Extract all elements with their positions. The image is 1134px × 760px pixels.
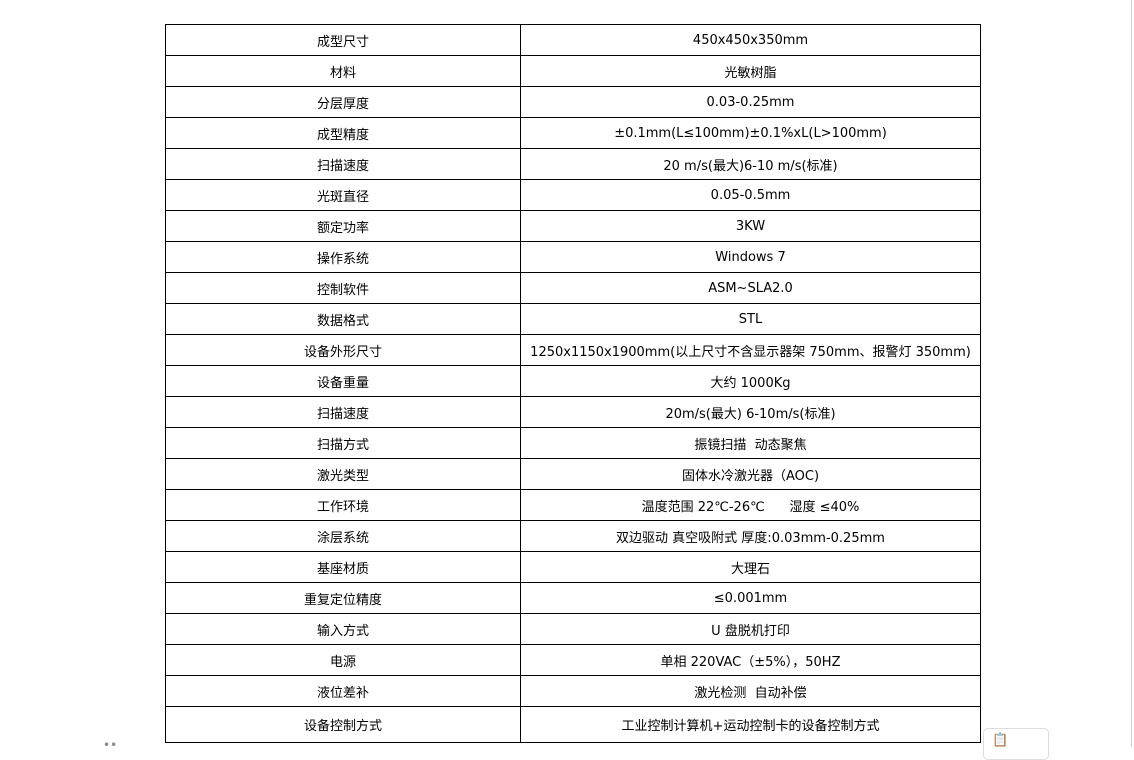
table-row: 激光类型 固体水冷激光器（AOC) [165,458,981,490]
spec-label: 输入方式 [165,613,521,645]
spec-value: 固体水冷激光器（AOC) [520,458,981,490]
table-row: 光斑直径 0.05-0.5mm [165,179,981,211]
table-row: 数据格式 STL [165,303,981,335]
spec-value: U 盘脱机打印 [520,613,981,645]
spec-value: 20 m/s(最大)6-10 m/s(标准) [520,148,981,180]
table-row: 扫描速度 20m/s(最大) 6-10m/s(标准) [165,396,981,428]
spec-value: ±0.1mm(L≤100mm)±0.1%xL(L>100mm) [520,117,981,149]
spec-value: 光敏树脂 [520,55,981,87]
table-row: 设备控制方式 工业控制计算机+运动控制卡的设备控制方式 [165,706,981,743]
table-row: 基座材质 大理石 [165,551,981,583]
spec-label: 控制软件 [165,272,521,304]
spec-label: 工作环境 [165,489,521,521]
spec-value: 温度范围 22℃-26℃ 湿度 ≤40% [520,489,981,521]
spec-label: 光斑直径 [165,179,521,211]
table-row: 输入方式 U 盘脱机打印 [165,613,981,645]
table-row: 控制软件 ASM~SLA2.0 [165,272,981,304]
table-row: 设备重量 大约 1000Kg [165,365,981,397]
spec-label: 基座材质 [165,551,521,583]
spec-value: 20m/s(最大) 6-10m/s(标准) [520,396,981,428]
spec-label: 设备控制方式 [165,706,521,743]
spec-label: 激光类型 [165,458,521,490]
spec-value: 3KW [520,210,981,242]
table-row: 成型尺寸 450x450x350mm [165,24,981,56]
spec-value: ≤0.001mm [520,582,981,614]
spec-value: STL [520,303,981,335]
spec-value: 0.05-0.5mm [520,179,981,211]
table-row: 分层厚度 0.03-0.25mm [165,86,981,118]
spec-value: 工业控制计算机+运动控制卡的设备控制方式 [520,706,981,743]
spec-label: 额定功率 [165,210,521,242]
spec-label: 扫描速度 [165,148,521,180]
clipboard-icon: 📋 [992,733,1009,748]
table-row: 液位差补 激光检测 自动补偿 [165,675,981,707]
table-row: 涂层系统 双边驱动 真空吸附式 厚度:0.03mm-0.25mm [165,520,981,552]
spec-value: 大理石 [520,551,981,583]
spec-label: 数据格式 [165,303,521,335]
spec-value: 双边驱动 真空吸附式 厚度:0.03mm-0.25mm [520,520,981,552]
spec-label: 电源 [165,644,521,676]
spec-value: 450x450x350mm [520,24,981,56]
more-icon: •• [103,738,118,752]
spec-label: 设备重量 [165,365,521,397]
scrollbar[interactable] [1131,0,1132,747]
spec-table: 成型尺寸 450x450x350mm 材料 光敏树脂 分层厚度 0.03-0.25mm 成型… [165,24,981,743]
spec-value: 1250x1150x1900mm(以上尺寸不含显示器架 750mm、报警灯 35… [520,334,981,366]
table-row: 额定功率 3KW [165,210,981,242]
spec-label: 操作系统 [165,241,521,273]
paste-options-button[interactable]: 📋 [983,728,1049,760]
spec-value: ASM~SLA2.0 [520,272,981,304]
spec-label: 液位差补 [165,675,521,707]
spec-label: 扫描速度 [165,396,521,428]
spec-value: 0.03-0.25mm [520,86,981,118]
table-row: 电源 单相 220VAC（±5%），50HZ [165,644,981,676]
spec-value: 单相 220VAC（±5%），50HZ [520,644,981,676]
table-row: 扫描方式 振镜扫描 动态聚焦 [165,427,981,459]
table-row: 操作系统 Windows 7 [165,241,981,273]
spec-label: 设备外形尺寸 [165,334,521,366]
spec-label: 分层厚度 [165,86,521,118]
table-row: 设备外形尺寸 1250x1150x1900mm(以上尺寸不含显示器架 750mm、… [165,334,981,366]
table-row: 重复定位精度 ≤0.001mm [165,582,981,614]
table-row: 成型精度 ±0.1mm(L≤100mm)±0.1%xL(L>100mm) [165,117,981,149]
table-row: 材料 光敏树脂 [165,55,981,87]
spec-label: 成型精度 [165,117,521,149]
spec-label: 材料 [165,55,521,87]
spec-value: 大约 1000Kg [520,365,981,397]
table-row: 扫描速度 20 m/s(最大)6-10 m/s(标准) [165,148,981,180]
spec-label: 成型尺寸 [165,24,521,56]
spec-label: 重复定位精度 [165,582,521,614]
spec-label: 涂层系统 [165,520,521,552]
spec-value: Windows 7 [520,241,981,273]
table-row: 工作环境 温度范围 22℃-26℃ 湿度 ≤40% [165,489,981,521]
spec-value: 激光检测 自动补偿 [520,675,981,707]
spec-value: 振镜扫描 动态聚焦 [520,427,981,459]
spec-label: 扫描方式 [165,427,521,459]
